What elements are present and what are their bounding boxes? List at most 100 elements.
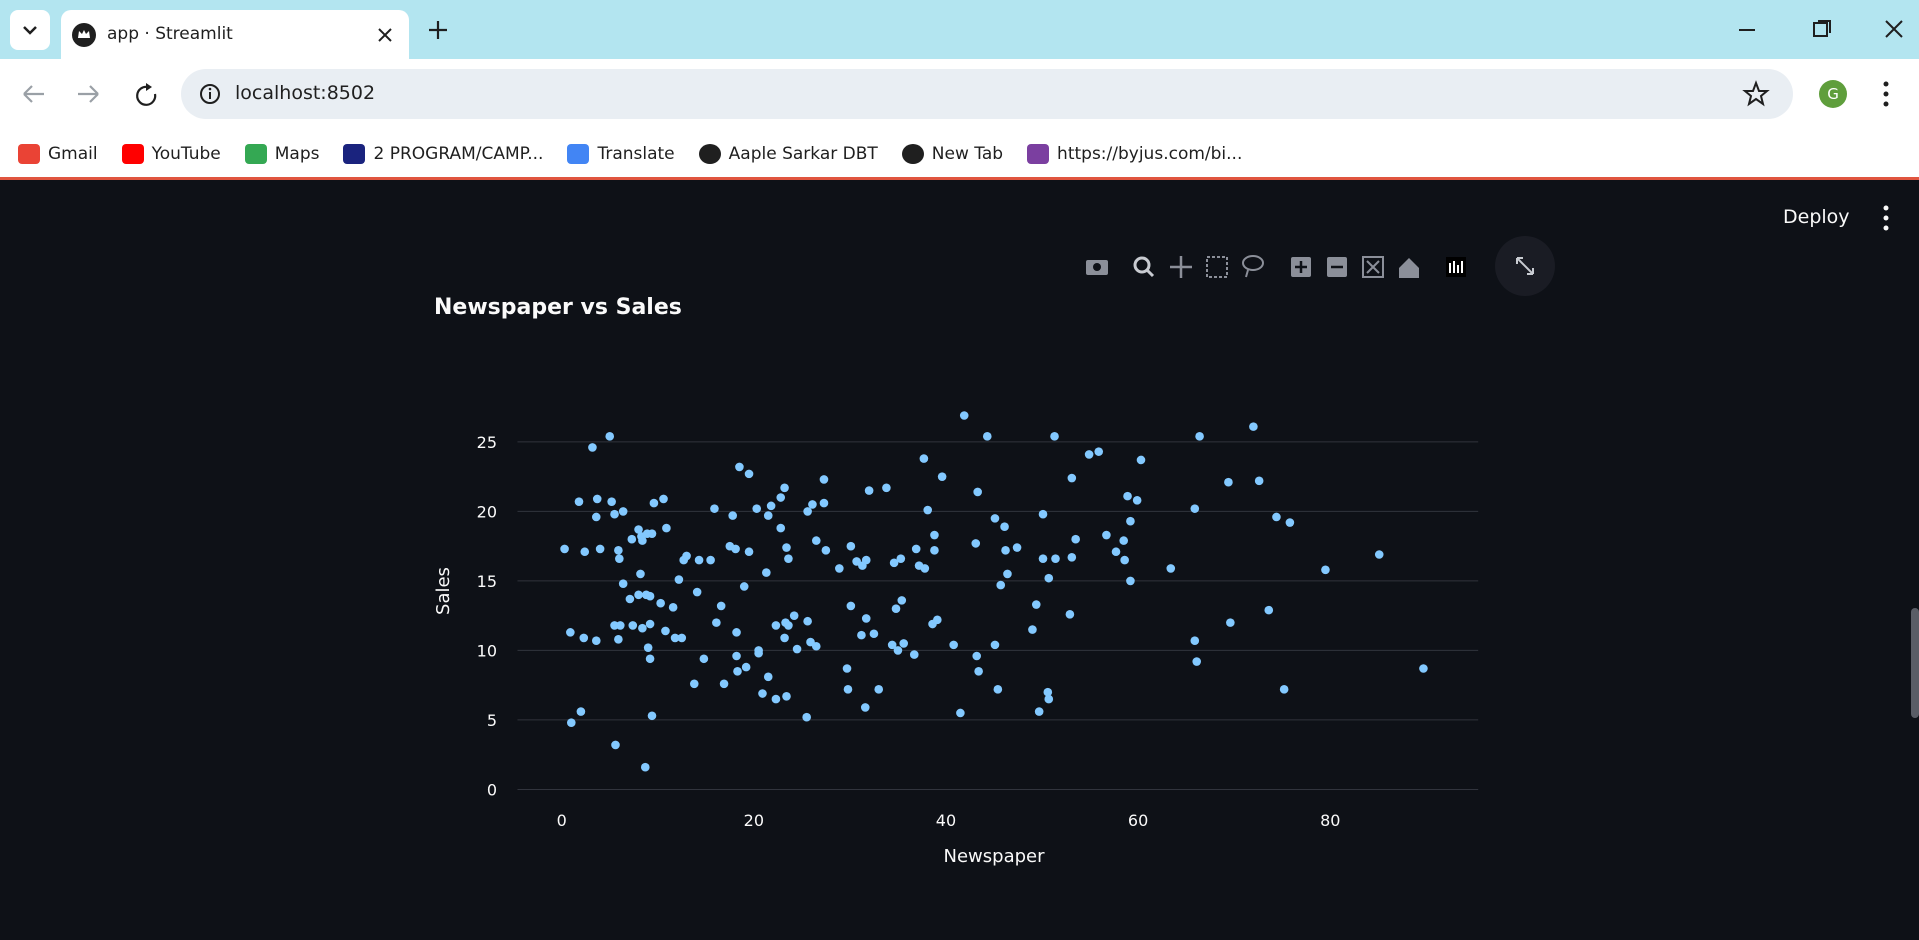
point	[614, 635, 623, 644]
bookmark-icon	[901, 143, 924, 164]
point	[752, 504, 762, 513]
point	[889, 558, 899, 568]
bookmark-icon	[121, 143, 144, 164]
y-axis-title: Sales	[433, 567, 454, 615]
point	[1279, 685, 1289, 694]
point	[842, 664, 852, 673]
bookmark[interactable]: YouTube	[121, 143, 221, 164]
point	[588, 443, 597, 452]
bookmark[interactable]: Translate	[567, 143, 675, 164]
point	[656, 598, 665, 608]
bookmark[interactable]: https://byjus.com/bi...	[1027, 143, 1243, 164]
point	[782, 543, 791, 552]
address-bar[interactable]: localhost:8502	[181, 69, 1793, 119]
point	[776, 493, 786, 502]
point	[993, 685, 1003, 694]
point	[1094, 447, 1104, 456]
nav-buttons[interactable]	[16, 74, 176, 114]
profile[interactable]: G	[1818, 79, 1848, 109]
bookmark-label: https://byjus.com/bi...	[1057, 143, 1243, 164]
point	[580, 547, 590, 557]
point	[784, 554, 793, 563]
point	[909, 650, 919, 659]
bookmark[interactable]: Maps	[244, 143, 319, 164]
point	[677, 633, 687, 643]
point	[1192, 657, 1202, 666]
menu[interactable]	[1881, 79, 1891, 109]
point	[732, 628, 741, 637]
bookmark-icon	[567, 143, 590, 164]
bookmark[interactable]: New Tab	[901, 143, 1004, 164]
point	[638, 536, 647, 545]
point	[1224, 477, 1233, 487]
point	[647, 529, 657, 538]
tab-search[interactable]	[10, 10, 50, 50]
point	[1272, 512, 1281, 522]
y-tick-label: 15	[477, 572, 497, 591]
point	[643, 643, 653, 652]
point	[576, 707, 586, 716]
point	[857, 630, 866, 640]
bookmark-label: New Tab	[931, 143, 1004, 164]
tab[interactable]: app · Streamlit	[61, 10, 409, 59]
toolbar: localhost:8502 G	[0, 59, 1919, 130]
tab-close[interactable]	[375, 25, 395, 45]
point	[574, 497, 584, 506]
point	[1254, 476, 1264, 486]
point	[1071, 534, 1080, 544]
point	[1264, 605, 1274, 615]
new-tab[interactable]	[426, 18, 450, 42]
point	[762, 568, 771, 577]
point	[771, 694, 781, 704]
point	[1028, 625, 1037, 634]
point	[1012, 543, 1022, 552]
point	[732, 651, 741, 661]
point	[699, 654, 709, 664]
deploy-button[interactable]: Deploy	[1783, 206, 1850, 228]
point	[819, 498, 829, 508]
point	[618, 507, 628, 516]
bookmark[interactable]: Gmail	[18, 143, 98, 164]
point	[659, 494, 668, 504]
scrollbar[interactable]	[1911, 608, 1919, 718]
point	[874, 685, 884, 694]
bookmark-star[interactable]	[1742, 80, 1770, 108]
point	[668, 603, 678, 612]
point	[1226, 618, 1235, 627]
point	[1119, 536, 1129, 545]
point	[949, 640, 958, 650]
app-menu[interactable]	[1881, 203, 1891, 233]
point	[776, 523, 786, 533]
point	[1001, 546, 1010, 555]
point	[661, 626, 670, 636]
point	[1050, 432, 1059, 441]
point	[1044, 694, 1054, 704]
y-tick-label: 10	[477, 641, 497, 660]
point	[591, 512, 601, 522]
y-tick-label: 25	[477, 433, 497, 452]
point	[920, 564, 930, 573]
point	[645, 591, 655, 601]
point	[728, 511, 737, 520]
window-controls[interactable]	[1735, 15, 1919, 45]
bookmark-icon	[698, 143, 721, 164]
point	[595, 544, 605, 554]
point	[1044, 573, 1054, 583]
point	[754, 646, 763, 655]
bookmark-icon	[343, 143, 366, 164]
point	[1249, 422, 1258, 431]
y-tick-label: 20	[477, 502, 497, 521]
modebar[interactable]	[1086, 236, 1555, 296]
point	[610, 509, 619, 519]
point	[893, 646, 903, 655]
site-info[interactable]	[197, 81, 223, 107]
point	[719, 679, 729, 689]
bookmark[interactable]: 2 PROGRAM/CAMP...	[343, 143, 543, 164]
point	[591, 636, 601, 645]
bookmark[interactable]: Aaple Sarkar DBT	[698, 143, 878, 164]
point	[1038, 509, 1048, 519]
point	[982, 432, 992, 441]
point	[636, 569, 645, 579]
point	[744, 469, 754, 479]
bookmarks-bar: Gmail YouTube Maps 2 PROGRAM/CAMP... Transla…	[0, 130, 1919, 180]
